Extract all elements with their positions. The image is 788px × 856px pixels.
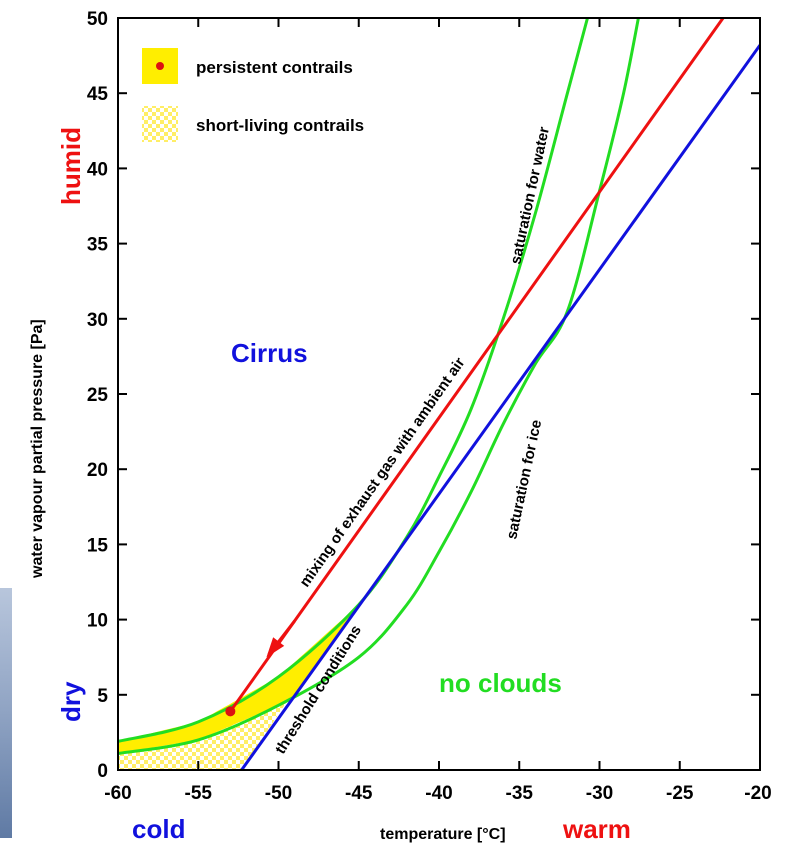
series-line-mixing [229,18,725,713]
y-tick-label: 5 [97,686,108,707]
x-tick-label: -35 [506,783,534,804]
x-tick-label: -30 [586,783,613,804]
label-cold: cold [132,814,185,844]
mixing-arrow-head [266,637,285,658]
x-tick-label: -25 [666,783,694,804]
label-dry: dry [56,681,86,722]
legend-label-persistent: persistent contrails [196,58,353,77]
legend-label-short: short-living contrails [196,116,364,135]
y-tick-label: 30 [87,310,108,331]
x-tick-label: -40 [425,783,452,804]
y-tick-label: 10 [87,611,108,632]
region-label-no-clouds: no clouds [439,668,562,698]
legend-marker-dot [156,62,164,70]
x-tick-label: -50 [265,783,292,804]
legend: persistent contrails short-living contra… [142,48,364,142]
x-axis-label: temperature [°C] [380,826,506,843]
contrail-formation-point [225,706,236,717]
series-line-threshold [240,44,760,770]
y-tick-label: 50 [87,9,108,30]
x-tick-label: -55 [185,783,213,804]
y-tick-label: 20 [87,460,108,481]
persistent-contrails-area [118,607,356,754]
legend-swatch-short [142,106,178,142]
y-tick-label: 40 [87,159,108,180]
y-tick-label: 25 [87,385,109,406]
x-tick-label: -60 [104,783,131,804]
x-tick-label: -45 [345,783,373,804]
label-warm: warm [562,814,631,844]
label-saturation-ice: saturation for ice [503,418,545,541]
x-tick-label: -20 [744,783,771,804]
y-tick-label: 45 [87,84,109,105]
background-photo-strip [0,588,12,838]
region-label-cirrus: Cirrus [231,338,308,368]
y-tick-label: 0 [97,761,108,782]
y-axis-label: water vapour partial pressure [Pa] [29,319,46,579]
series-line-ice [118,18,640,755]
label-saturation-water: saturation for water [507,125,553,266]
y-tick-label: 15 [87,535,109,556]
label-humid: humid [56,127,86,205]
short-living-contrails-area [118,699,289,770]
y-tick-label: 35 [87,235,109,256]
series-line-water [118,18,590,743]
